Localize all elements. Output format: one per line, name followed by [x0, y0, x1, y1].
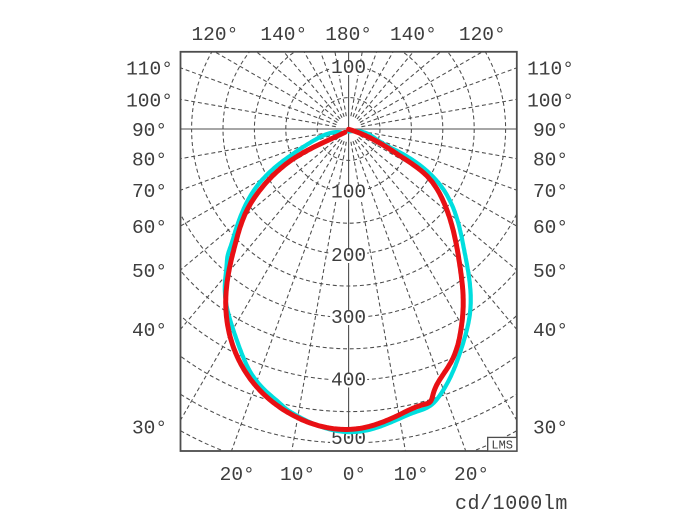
svg-text:90°: 90° [533, 120, 568, 142]
svg-text:100°: 100° [527, 90, 574, 112]
svg-text:60°: 60° [132, 217, 167, 239]
svg-text:30°: 30° [533, 418, 568, 440]
svg-text:40°: 40° [533, 320, 568, 342]
svg-text:10°: 10° [394, 464, 429, 486]
svg-text:70°: 70° [132, 181, 167, 203]
svg-text:100°: 100° [126, 90, 173, 112]
svg-text:60°: 60° [533, 217, 568, 239]
svg-text:80°: 80° [132, 150, 167, 172]
svg-text:20°: 20° [220, 464, 255, 486]
svg-text:70°: 70° [533, 181, 568, 203]
svg-text:0°: 0° [343, 464, 366, 486]
svg-text:400: 400 [331, 370, 366, 392]
svg-text:40°: 40° [132, 320, 167, 342]
svg-text:110°: 110° [527, 59, 574, 81]
svg-text:140°: 140° [390, 24, 437, 46]
svg-text:20°: 20° [454, 464, 489, 486]
svg-text:120°: 120° [459, 24, 506, 46]
svg-text:120°: 120° [191, 24, 238, 46]
svg-text:80°: 80° [533, 150, 568, 172]
svg-text:90°: 90° [132, 120, 167, 142]
svg-text:30°: 30° [132, 418, 167, 440]
svg-text:110°: 110° [126, 59, 173, 81]
svg-text:300: 300 [331, 307, 366, 329]
svg-text:cd/1000lm: cd/1000lm [455, 493, 568, 516]
svg-text:LMS: LMS [491, 439, 513, 453]
svg-text:200: 200 [331, 245, 366, 267]
svg-text:50°: 50° [533, 261, 568, 283]
svg-text:140°: 140° [260, 24, 307, 46]
svg-text:50°: 50° [132, 261, 167, 283]
svg-text:180°: 180° [325, 24, 372, 46]
svg-text:100: 100 [331, 57, 366, 79]
svg-text:100: 100 [331, 182, 366, 204]
svg-text:10°: 10° [280, 464, 315, 486]
